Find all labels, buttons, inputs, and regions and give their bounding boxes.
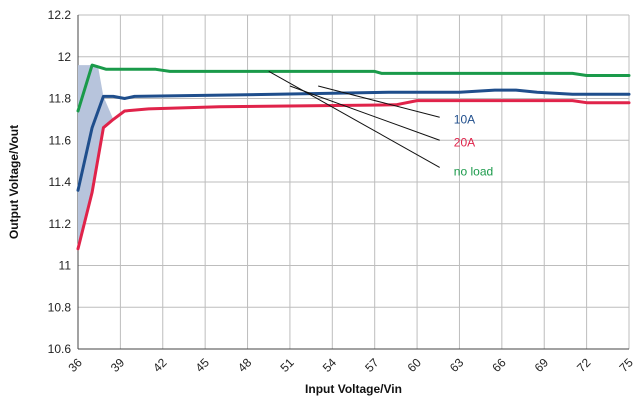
x-tick-label: 57	[362, 355, 382, 375]
x-tick-label: 60	[405, 355, 425, 375]
x-tick-label: 42	[150, 355, 170, 375]
x-tick-label: 39	[108, 355, 128, 375]
series-label-no-load: no load	[454, 165, 493, 179]
y-tick-label: 11.4	[49, 175, 72, 189]
y-tick-label: 11.6	[49, 133, 72, 147]
y-tick-labels: 10.6 10.8 11 11.2 11.4 11.6 11.8 12 12.2	[48, 8, 72, 356]
series-line-no-load	[76, 63, 631, 113]
leader-line-no-load	[268, 70, 440, 168]
x-tick-labels: 36 39 42 45 48 51 54 57 60 63 66 69 72 75	[65, 355, 636, 375]
y-tick-label: 11.2	[49, 217, 72, 231]
x-tick-label: 54	[320, 355, 340, 375]
startup-shaded-area	[78, 65, 114, 249]
y-tick-label: 10.6	[48, 342, 72, 356]
leader-line-10a	[318, 85, 440, 118]
x-axis-title: Input Voltage/Vin	[305, 382, 402, 396]
x-tick-label: 36	[65, 355, 85, 375]
y-tick-label: 11.8	[49, 92, 72, 106]
series-line-20a	[76, 99, 631, 251]
series-label-20a: 20A	[454, 135, 475, 149]
x-tick-label: 45	[193, 355, 213, 375]
series-line-10a	[76, 88, 631, 192]
series-label-10a: 10A	[454, 112, 475, 126]
y-tick-label: 12.2	[48, 8, 72, 22]
x-tick-label: 66	[489, 355, 509, 375]
x-tick-label: 69	[532, 355, 552, 375]
y-tick-label: 12	[58, 50, 72, 64]
y-axis-title: Output Voltage/Vout	[7, 125, 21, 239]
annotations: 10A 20A no load	[268, 70, 493, 179]
shaded-region	[78, 65, 114, 249]
x-tick-label: 72	[574, 355, 594, 375]
x-tick-label: 51	[277, 355, 297, 375]
y-tick-label: 10.8	[48, 300, 72, 314]
grid	[77, 14, 630, 350]
x-tick-label: 75	[616, 355, 636, 375]
y-tick-label: 11	[59, 259, 72, 273]
x-tick-label: 48	[235, 355, 255, 375]
x-tick-label: 63	[447, 355, 467, 375]
leader-line-20a	[289, 85, 440, 141]
series-group	[76, 63, 631, 251]
